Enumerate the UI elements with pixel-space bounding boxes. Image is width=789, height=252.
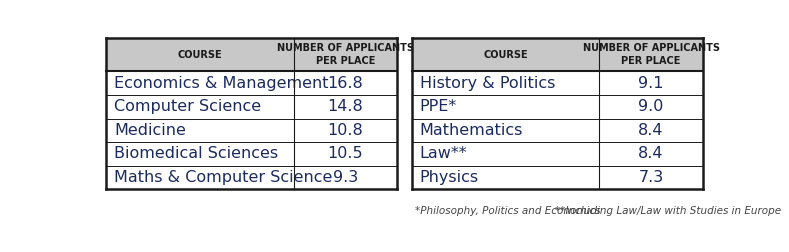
Bar <box>106 142 397 166</box>
Bar <box>412 95 703 118</box>
Text: Mathematics: Mathematics <box>420 123 523 138</box>
Text: 9.0: 9.0 <box>638 99 664 114</box>
Bar <box>106 38 397 71</box>
Bar <box>412 166 703 189</box>
Text: 7.3: 7.3 <box>638 170 664 185</box>
Text: NUMBER OF APPLICANTS
PER PLACE: NUMBER OF APPLICANTS PER PLACE <box>277 43 414 66</box>
Text: Computer Science: Computer Science <box>114 99 261 114</box>
Bar <box>106 166 397 189</box>
Bar <box>412 118 703 142</box>
Text: 10.8: 10.8 <box>327 123 363 138</box>
Text: Physics: Physics <box>420 170 479 185</box>
Bar <box>106 95 397 118</box>
Text: COURSE: COURSE <box>178 50 222 60</box>
Text: Economics & Management: Economics & Management <box>114 76 328 91</box>
Text: Law**: Law** <box>420 146 467 162</box>
Bar <box>106 118 397 142</box>
Text: NUMBER OF APPLICANTS
PER PLACE: NUMBER OF APPLICANTS PER PLACE <box>582 43 720 66</box>
Text: 8.4: 8.4 <box>638 146 664 162</box>
Text: *Philosophy, Politics and Economics: *Philosophy, Politics and Economics <box>415 206 600 216</box>
Bar <box>106 71 397 95</box>
Text: 9.1: 9.1 <box>638 76 664 91</box>
Text: Maths & Computer Science: Maths & Computer Science <box>114 170 332 185</box>
Bar <box>412 142 703 166</box>
Bar <box>412 38 703 71</box>
Text: History & Politics: History & Politics <box>420 76 555 91</box>
Text: 9.3: 9.3 <box>333 170 358 185</box>
Text: PPE*: PPE* <box>420 99 457 114</box>
Text: 16.8: 16.8 <box>327 76 363 91</box>
Text: COURSE: COURSE <box>483 50 528 60</box>
Text: 8.4: 8.4 <box>638 123 664 138</box>
Text: Biomedical Sciences: Biomedical Sciences <box>114 146 278 162</box>
Text: 10.5: 10.5 <box>327 146 363 162</box>
Text: Medicine: Medicine <box>114 123 185 138</box>
Bar <box>412 71 703 95</box>
Text: **Including Law/Law with Studies in Europe: **Including Law/Law with Studies in Euro… <box>555 206 782 216</box>
Text: 14.8: 14.8 <box>327 99 363 114</box>
